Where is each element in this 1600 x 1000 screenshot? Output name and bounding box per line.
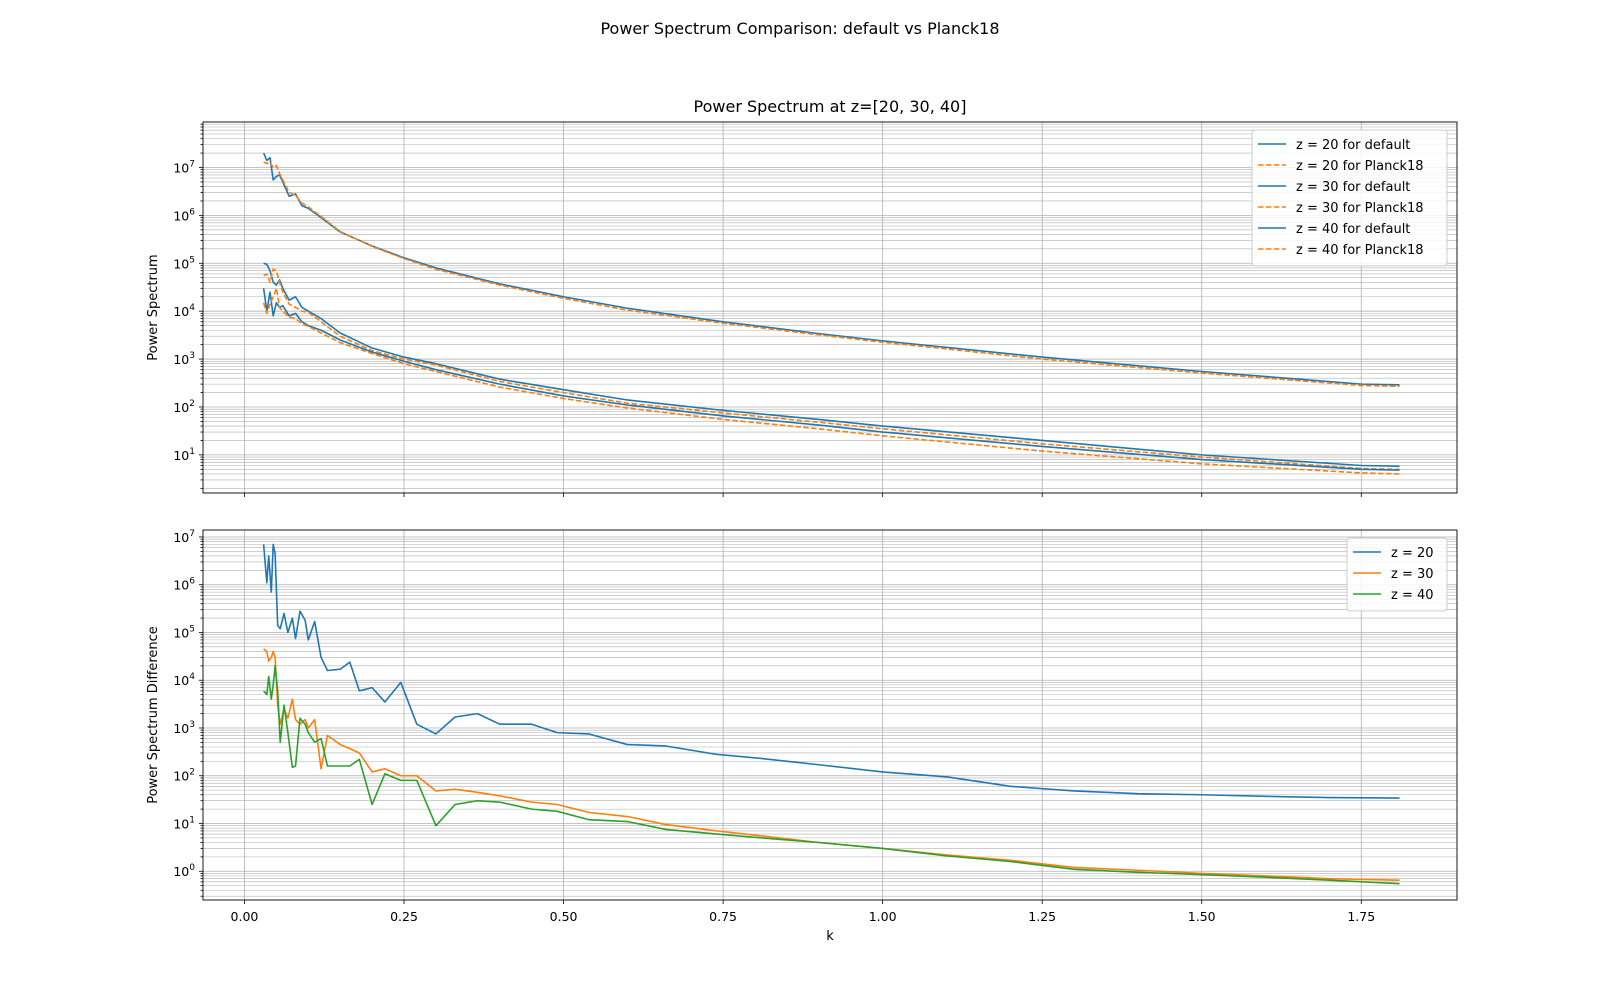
chart-title: Power Spectrum at z=[20, 30, 40] [694, 97, 967, 116]
axes-frame [202, 529, 1458, 901]
x-tick-label: 1.75 [1347, 909, 1375, 924]
x-tick-label: 1.00 [869, 909, 897, 924]
x-tick-label: 0.25 [390, 909, 418, 924]
y-tick-label: 105 [173, 624, 195, 640]
x-tick-label: 1.25 [1028, 909, 1056, 924]
series-group [262, 543, 1400, 885]
y-tick-exponent: 2 [189, 768, 195, 778]
y-tick-label: 100 [173, 863, 195, 879]
y-axis-label: Power Spectrum Difference [146, 626, 161, 804]
y-tick-label: 106 [173, 207, 195, 223]
y-tick-base: 10 [173, 160, 189, 175]
y-tick-exponent: 0 [189, 863, 195, 873]
y-tick-label: 104 [173, 303, 195, 319]
series-line-6 [262, 287, 1400, 475]
series-line-3 [263, 262, 1400, 468]
axes-frame [202, 121, 1458, 494]
y-tick-label: 105 [173, 255, 195, 271]
y-tick-base: 10 [173, 304, 189, 319]
series-line-2 [263, 648, 1400, 881]
bottom-chart-panel: 0.00 0.25 0.50 0.75 1.00 1.25 1.50 1.7510010110… [146, 529, 1458, 944]
y-tick-base: 10 [173, 578, 189, 593]
figure-suptitle: Power Spectrum Comparison: default vs Pl… [600, 19, 999, 38]
y-tick-label: 102 [173, 399, 195, 415]
y-tick-exponent: 6 [189, 577, 195, 587]
x-tick-label: 0.75 [709, 909, 737, 924]
series-line-2 [263, 161, 1400, 388]
y-axis-label: Power Spectrum [146, 254, 161, 360]
x-tick-label: 0.50 [550, 909, 578, 924]
series-line-1 [262, 152, 1400, 386]
y-tick-label: 107 [173, 529, 195, 545]
legend-label: z = 20 for default [1296, 138, 1410, 153]
y-tick-base: 10 [173, 673, 189, 688]
y-tick-exponent: 7 [189, 529, 195, 539]
legend: z = 20 for default z = 20 for Planck18 z =… [1251, 129, 1448, 267]
y-tick-label: 103 [173, 351, 195, 367]
y-tick-label: 102 [173, 768, 195, 784]
y-tick-exponent: 6 [189, 207, 195, 217]
y-tick-base: 10 [173, 769, 189, 784]
x-tick-label: 0.00 [231, 909, 259, 924]
y-tick-label: 104 [173, 672, 195, 688]
series-line-4 [263, 268, 1400, 471]
y-tick-exponent: 5 [189, 255, 195, 265]
legend-box [1346, 537, 1448, 612]
y-tick-base: 10 [173, 530, 189, 545]
series-line-3 [263, 665, 1400, 885]
legend-label: z = 40 for Planck18 [1296, 243, 1424, 258]
legend-label: z = 20 [1391, 546, 1434, 561]
grid-lines [203, 122, 1457, 493]
series-group [262, 152, 1400, 475]
legend-label: z = 30 for default [1296, 180, 1410, 195]
series-line-1 [262, 543, 1400, 799]
y-tick-exponent: 2 [189, 399, 195, 409]
y-tick-base: 10 [173, 816, 189, 831]
grid-lines [203, 530, 1457, 900]
x-axis-label: k [826, 929, 834, 944]
y-tick-label: 101 [173, 815, 195, 831]
legend: z = 20 z = 30 z = 40 [1346, 537, 1448, 612]
y-tick-base: 10 [173, 721, 189, 736]
y-tick-label: 106 [173, 577, 195, 593]
y-tick-label: 107 [173, 159, 195, 175]
legend-label: z = 40 [1391, 588, 1434, 603]
y-tick-base: 10 [173, 352, 189, 367]
legend-box [1251, 129, 1448, 267]
y-tick-exponent: 4 [189, 672, 195, 682]
y-tick-label: 103 [173, 720, 195, 736]
y-tick-base: 10 [173, 256, 189, 271]
y-tick-base: 10 [173, 625, 189, 640]
axis-ticks [199, 123, 1362, 497]
y-tick-base: 10 [173, 864, 189, 879]
legend-label: z = 30 [1391, 567, 1434, 582]
y-tick-base: 10 [173, 208, 189, 223]
legend-label: z = 20 for Planck18 [1296, 159, 1424, 174]
y-tick-exponent: 3 [189, 351, 195, 361]
y-tick-exponent: 3 [189, 720, 195, 730]
y-tick-label: 101 [173, 447, 195, 463]
legend-label: z = 40 for default [1296, 222, 1410, 237]
y-tick-exponent: 4 [189, 303, 195, 313]
y-tick-exponent: 5 [189, 624, 195, 634]
x-tick-label: 1.50 [1188, 909, 1216, 924]
y-tick-exponent: 7 [189, 159, 195, 169]
y-tick-base: 10 [173, 400, 189, 415]
legend-label: z = 30 for Planck18 [1296, 201, 1424, 216]
y-tick-exponent: 1 [189, 447, 195, 457]
series-line-5 [262, 288, 1400, 471]
y-tick-base: 10 [173, 448, 189, 463]
y-tick-exponent: 1 [189, 815, 195, 825]
